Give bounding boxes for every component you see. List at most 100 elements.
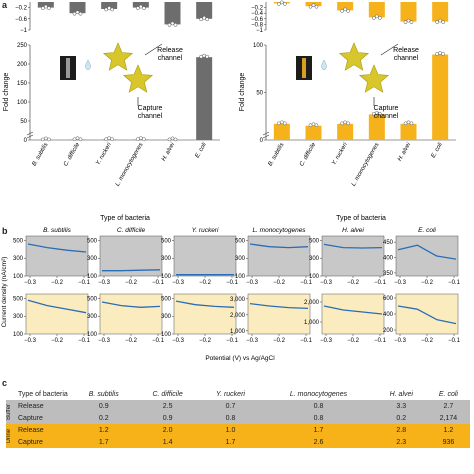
current-line [175, 300, 235, 308]
y-tick-label: 300 [309, 256, 320, 262]
x-tick-label: −0.3 [320, 280, 333, 286]
table-cell: 2.8 [375, 424, 427, 436]
table-cell: 0.8 [261, 400, 376, 412]
axis-break [262, 134, 270, 139]
table-cell: 0.8 [199, 412, 262, 424]
data-point [170, 136, 175, 141]
y-tick-label: 100 [87, 274, 98, 280]
data-point [75, 10, 80, 15]
x-tick-label: E. coli [195, 141, 209, 159]
data-point [40, 6, 45, 10]
table-cell: 1.7 [199, 436, 262, 448]
panel-label-b: b [2, 226, 8, 236]
x-tick-label: −0.2 [273, 280, 286, 286]
x-tick-label: −0.3 [98, 338, 111, 344]
row-label: Release [16, 400, 72, 412]
table-cell: 1.2 [426, 424, 470, 436]
x-tick-label: −0.3 [394, 280, 407, 286]
y-tick-label: 100 [161, 274, 172, 280]
x-tick-label: −0.2 [51, 338, 64, 344]
x-tick-label: L. monocytogenes [351, 142, 381, 187]
data-point [340, 121, 345, 126]
plot-area [173, 235, 237, 277]
y-tick-label: 500 [13, 296, 24, 302]
y-tick-label: 500 [87, 238, 98, 244]
y-tick-label: 150 [17, 81, 28, 87]
data-point [403, 20, 408, 24]
annotation-capture-2: channel [374, 113, 399, 120]
current-line [397, 244, 457, 260]
group-label-buffer: Buffer [6, 404, 12, 420]
data-point [377, 112, 382, 116]
data-point [311, 3, 316, 8]
table-cell: 1.2 [72, 424, 136, 436]
x-tick-label: C. difficile [63, 141, 82, 167]
x-tick-label: −0.3 [24, 338, 37, 344]
table-cell: 2.0 [135, 424, 200, 436]
y-tick-label: −0.6 [251, 17, 264, 23]
header-h-alvei: H. alvei [389, 390, 413, 398]
y-tick-label: 450 [383, 240, 394, 246]
plot-area [25, 235, 89, 277]
y-tick-label: 50 [20, 119, 27, 125]
star-electrode [338, 42, 370, 71]
plot-title: B. subtilis [43, 227, 72, 234]
x-tick-label: −0.1 [300, 280, 313, 286]
results-table: Type of bacteria B. subtilis C. difficil… [6, 388, 470, 448]
table-cell: 2.3 [375, 436, 427, 448]
table-cell: 0.2 [375, 412, 427, 424]
table-cell: 936 [426, 436, 470, 448]
data-point [205, 17, 210, 22]
annotation-release-1: Release [393, 47, 419, 54]
y-tick-label: 300 [13, 314, 24, 320]
data-point [167, 137, 172, 142]
x-tick-label: Y. ruckeri [331, 141, 349, 166]
header-b-subtilis: B. subtilis [88, 390, 119, 398]
y-tick-label: 1,000 [230, 329, 246, 335]
axis-break [26, 134, 34, 139]
x-tick-label: −0.1 [78, 280, 91, 286]
data-point [279, 0, 284, 5]
data-point [46, 6, 51, 10]
data-point [40, 137, 45, 142]
table-cell: 0.9 [135, 412, 200, 424]
y-tick-label: 100 [309, 274, 320, 280]
x-tick-label: Y. ruckeri [95, 141, 113, 166]
bar [305, 125, 322, 140]
table-row: Capture 1.7 1.4 1.7 2.6 2.3 936 [6, 436, 470, 448]
x-tick-label: −0.1 [78, 338, 91, 344]
sample-tube [302, 58, 306, 78]
y-tick-label: 200 [383, 328, 394, 334]
data-point [78, 11, 83, 16]
x-tick-label: −0.3 [98, 280, 111, 286]
y-tick-label: 50 [256, 91, 263, 97]
data-point [311, 122, 316, 127]
plot-area [321, 235, 385, 277]
y-tick-label: 2,000 [304, 300, 320, 306]
plot-area [99, 293, 163, 335]
current-line [27, 299, 87, 314]
y-tick-label: 100 [253, 43, 264, 49]
x-tick-label: −0.2 [421, 280, 434, 286]
y-axis-title: Fold change [3, 73, 10, 112]
data-point [104, 7, 109, 12]
upper-bar [337, 2, 354, 11]
data-point [406, 18, 411, 23]
y-tick-label: 300 [161, 314, 172, 320]
data-point [279, 120, 284, 125]
y-tick-label: 1,000 [304, 320, 320, 326]
bar [273, 123, 290, 140]
annotation-capture-1: Capture [138, 105, 163, 112]
y-tick-label: 300 [87, 314, 98, 320]
current-line [249, 302, 309, 310]
data-point [282, 121, 287, 126]
upper-bar [101, 2, 118, 9]
row-label: Capture [16, 412, 72, 424]
current-line [101, 301, 161, 308]
y-tick-label: −0.6 [15, 17, 28, 23]
annotation-release-1: Release [157, 47, 183, 54]
plot-title: L. monocytogenes [252, 227, 306, 234]
plot-title: C. difficile [117, 227, 146, 234]
data-point [403, 121, 408, 126]
x-tick-label: −0.2 [125, 280, 138, 286]
